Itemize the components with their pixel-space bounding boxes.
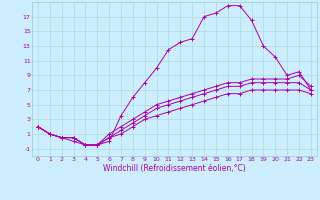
X-axis label: Windchill (Refroidissement éolien,°C): Windchill (Refroidissement éolien,°C) xyxy=(103,164,246,173)
